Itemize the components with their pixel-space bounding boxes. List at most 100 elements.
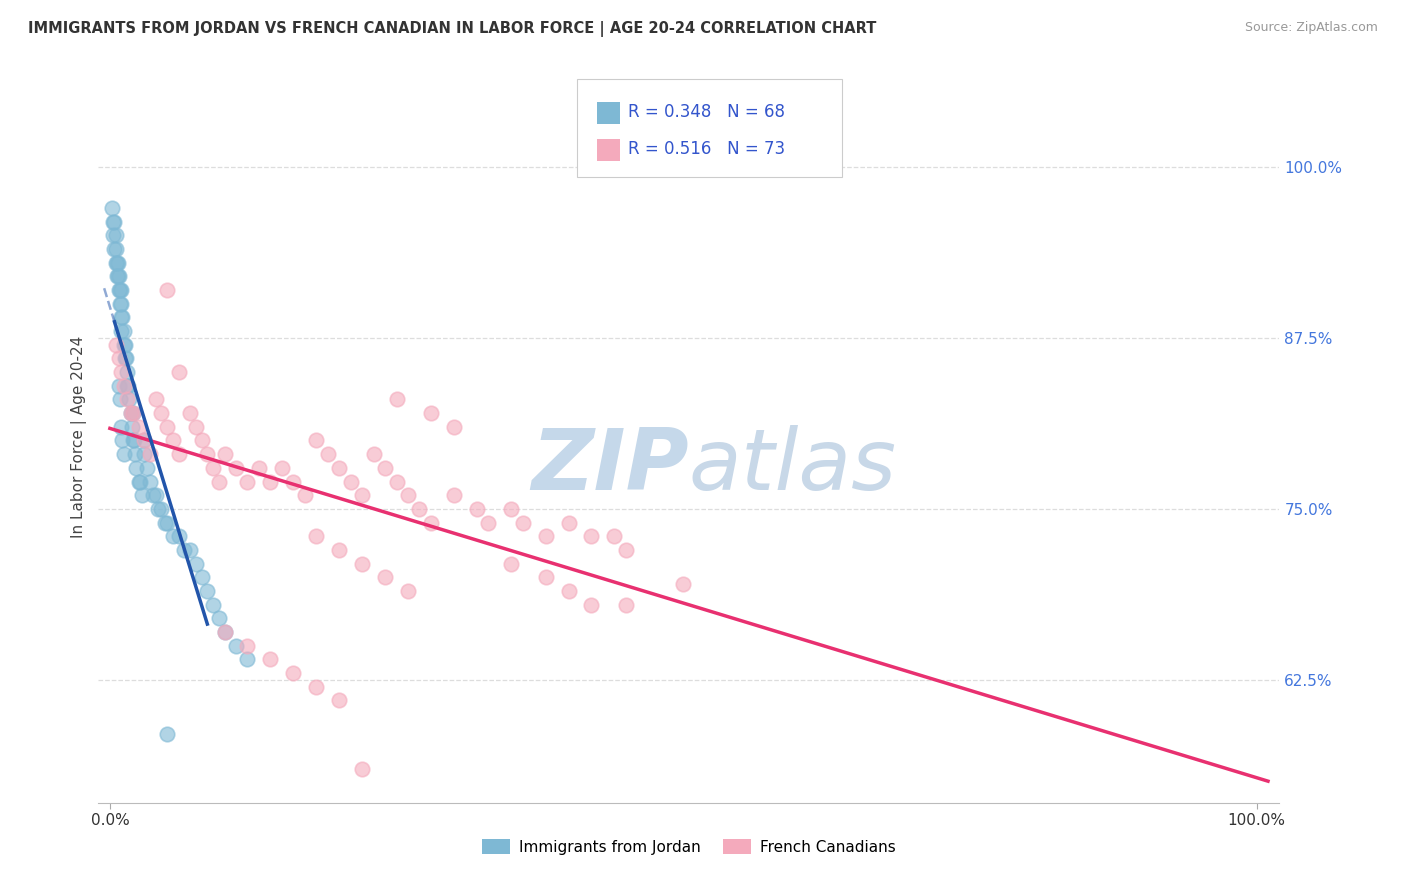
Point (557, 583, 579, 598)
Point (294, 488, 316, 502)
Point (305, 529, 328, 543)
Point (179, 542, 201, 557)
Point (121, 406, 143, 420)
Point (108, 351, 131, 366)
Point (270, 460, 292, 475)
Point (103, 215, 125, 229)
Point (236, 639, 259, 653)
Point (110, 365, 132, 379)
Text: R = 0.348   N = 68: R = 0.348 N = 68 (627, 103, 785, 121)
Point (385, 475, 408, 489)
Point (339, 475, 361, 489)
Point (501, 501, 523, 516)
Point (156, 727, 179, 741)
Point (108, 283, 131, 297)
Point (190, 570, 212, 584)
Point (614, 542, 637, 557)
Point (225, 639, 247, 653)
Point (124, 447, 146, 461)
Point (110, 420, 132, 434)
Point (477, 516, 499, 530)
Point (352, 557, 374, 571)
Point (512, 516, 534, 530)
Point (115, 365, 138, 379)
Point (259, 652, 281, 666)
Point (214, 624, 236, 639)
Point (121, 420, 143, 434)
Point (112, 324, 135, 338)
Point (534, 570, 557, 584)
Point (352, 762, 374, 776)
Point (443, 488, 465, 502)
Point (305, 680, 328, 694)
Point (112, 338, 135, 352)
Text: R = 0.516   N = 73: R = 0.516 N = 73 (627, 140, 785, 158)
Point (236, 652, 259, 666)
Point (557, 516, 579, 530)
Point (283, 665, 305, 680)
Point (139, 447, 162, 461)
Point (184, 420, 207, 434)
Point (162, 529, 184, 543)
Point (120, 406, 142, 420)
FancyBboxPatch shape (576, 78, 842, 178)
Point (672, 577, 695, 591)
Point (374, 460, 396, 475)
Bar (596, 102, 620, 124)
Point (247, 460, 270, 475)
Point (142, 488, 165, 502)
Point (134, 434, 156, 448)
Point (111, 434, 134, 448)
Point (103, 242, 125, 256)
Point (328, 542, 350, 557)
Point (195, 583, 218, 598)
Point (396, 583, 419, 598)
Point (173, 542, 195, 557)
Point (363, 447, 385, 461)
Point (110, 310, 132, 325)
Point (534, 529, 557, 543)
Point (145, 392, 167, 407)
Point (121, 434, 143, 448)
Point (134, 434, 156, 448)
Point (101, 201, 124, 215)
Point (195, 447, 218, 461)
Point (104, 242, 127, 256)
Point (103, 228, 125, 243)
Point (316, 447, 339, 461)
Point (385, 392, 408, 407)
Point (408, 501, 430, 516)
Point (122, 434, 145, 448)
Point (108, 379, 131, 393)
Legend: Immigrants from Jordan, French Canadians: Immigrants from Jordan, French Canadians (477, 833, 901, 861)
Point (420, 406, 443, 420)
Point (107, 256, 129, 270)
Point (112, 379, 135, 393)
Text: Source: ZipAtlas.com: Source: ZipAtlas.com (1244, 21, 1378, 34)
Point (108, 297, 131, 311)
Point (139, 475, 162, 489)
Point (125, 460, 148, 475)
Point (145, 488, 167, 502)
Point (305, 434, 328, 448)
Point (135, 460, 157, 475)
Point (103, 215, 125, 229)
Point (104, 338, 127, 352)
Point (105, 269, 128, 284)
Point (396, 488, 419, 502)
Point (110, 324, 132, 338)
Point (214, 447, 236, 461)
Text: ZIP: ZIP (531, 425, 689, 508)
Point (167, 529, 190, 543)
Point (128, 475, 150, 489)
Point (111, 310, 134, 325)
Point (118, 392, 141, 407)
Point (374, 570, 396, 584)
Point (328, 460, 350, 475)
Point (105, 256, 128, 270)
Point (190, 434, 212, 448)
Point (120, 406, 142, 420)
Point (162, 434, 184, 448)
Point (443, 420, 465, 434)
Point (150, 406, 173, 420)
